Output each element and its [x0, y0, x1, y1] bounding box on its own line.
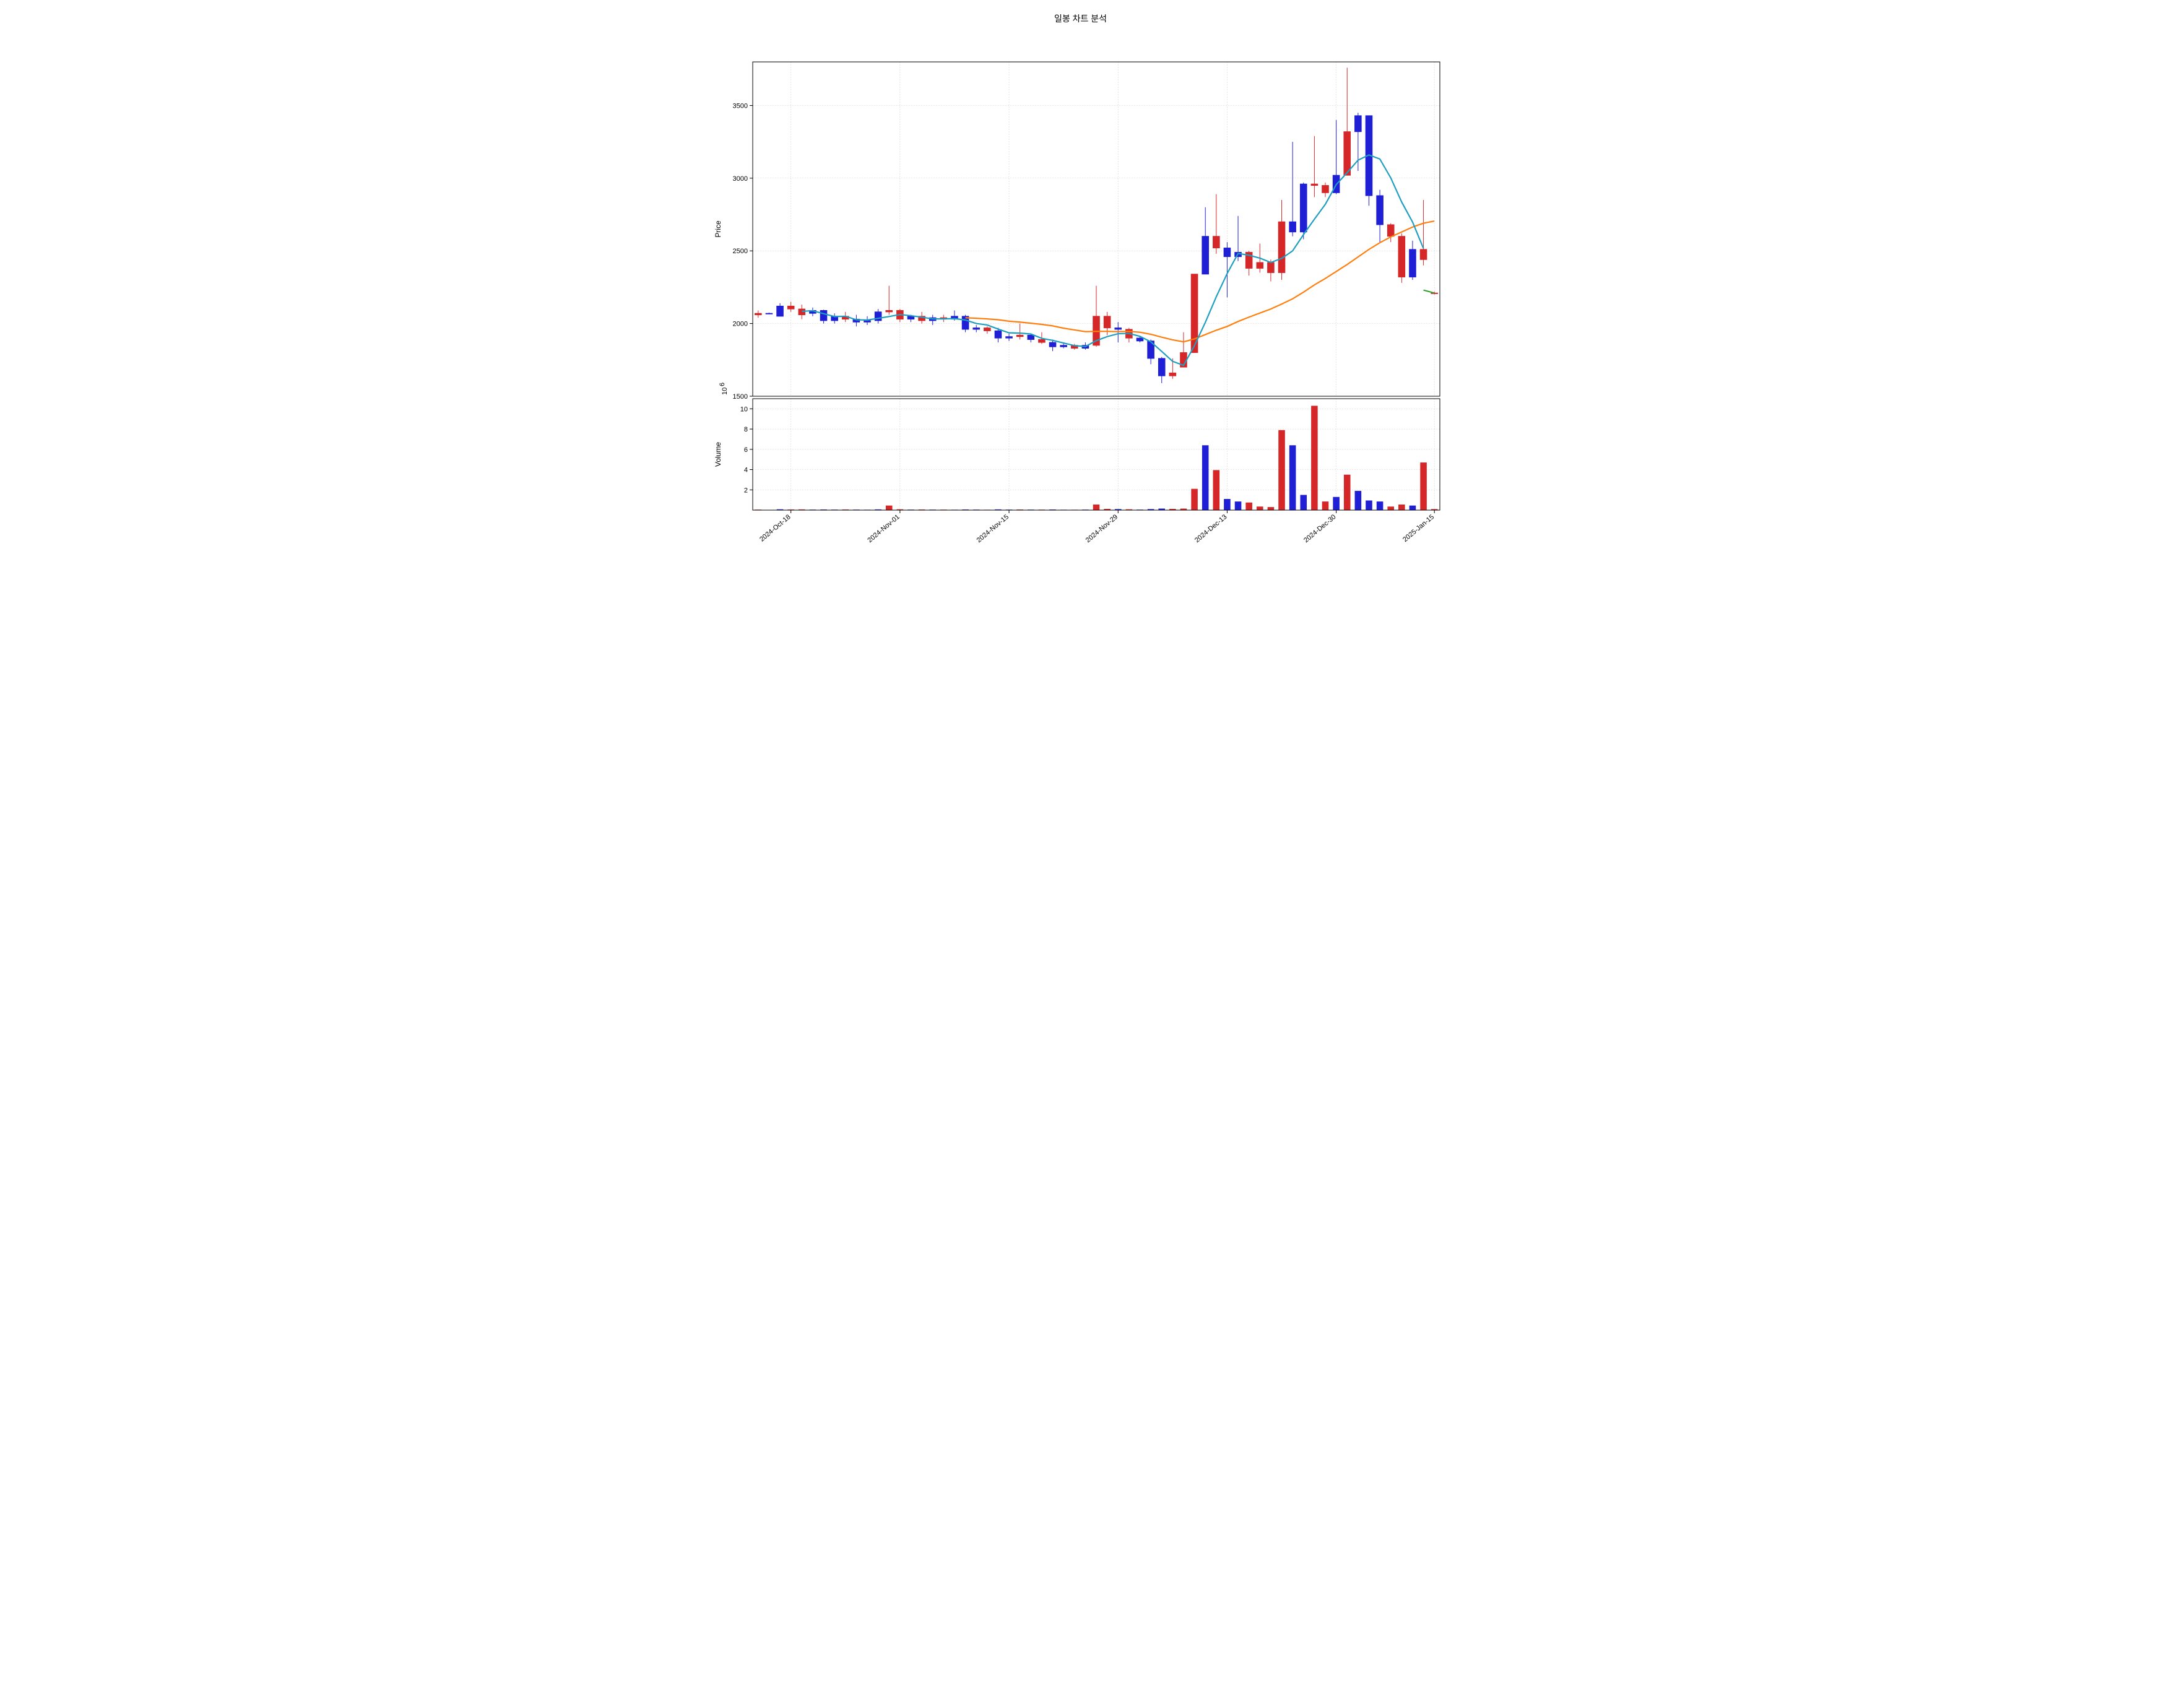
svg-text:4: 4	[743, 467, 747, 474]
svg-text:2025-Jan-15: 2025-Jan-15	[1401, 513, 1436, 544]
svg-text:2024-Oct-18: 2024-Oct-18	[758, 513, 792, 544]
svg-text:Price: Price	[714, 220, 722, 238]
chart-svg: 1500 2000 2500 3000 3500 2 4 6 8 10 2024-Oct-18 202…	[709, 50, 1452, 607]
chart-title: 일봉 차트 분석	[709, 12, 1452, 25]
svg-text:10: 10	[721, 388, 729, 395]
svg-text:1500: 1500	[732, 393, 747, 401]
svg-text:2500: 2500	[732, 248, 747, 255]
svg-text:3500: 3500	[732, 102, 747, 110]
svg-text:2024-Dec-30: 2024-Dec-30	[1302, 513, 1337, 544]
svg-text:2000: 2000	[732, 321, 747, 328]
svg-text:8: 8	[743, 426, 747, 433]
svg-text:10: 10	[740, 405, 747, 413]
svg-text:2024-Nov-15: 2024-Nov-15	[975, 513, 1010, 544]
svg-text:3000: 3000	[732, 175, 747, 183]
svg-text:2024-Nov-01: 2024-Nov-01	[866, 513, 901, 544]
svg-text:2024-Dec-13: 2024-Dec-13	[1193, 513, 1228, 544]
candlestick-chart: 일봉 차트 분석 1500 2000 2500 3000 3500 2 4 6 8 10 2024-…	[709, 12, 1452, 607]
svg-text:6: 6	[743, 446, 747, 454]
svg-text:Volume: Volume	[714, 442, 722, 467]
svg-text:6: 6	[719, 383, 726, 386]
svg-text:2: 2	[743, 487, 747, 494]
svg-text:2024-Nov-29: 2024-Nov-29	[1084, 513, 1119, 544]
